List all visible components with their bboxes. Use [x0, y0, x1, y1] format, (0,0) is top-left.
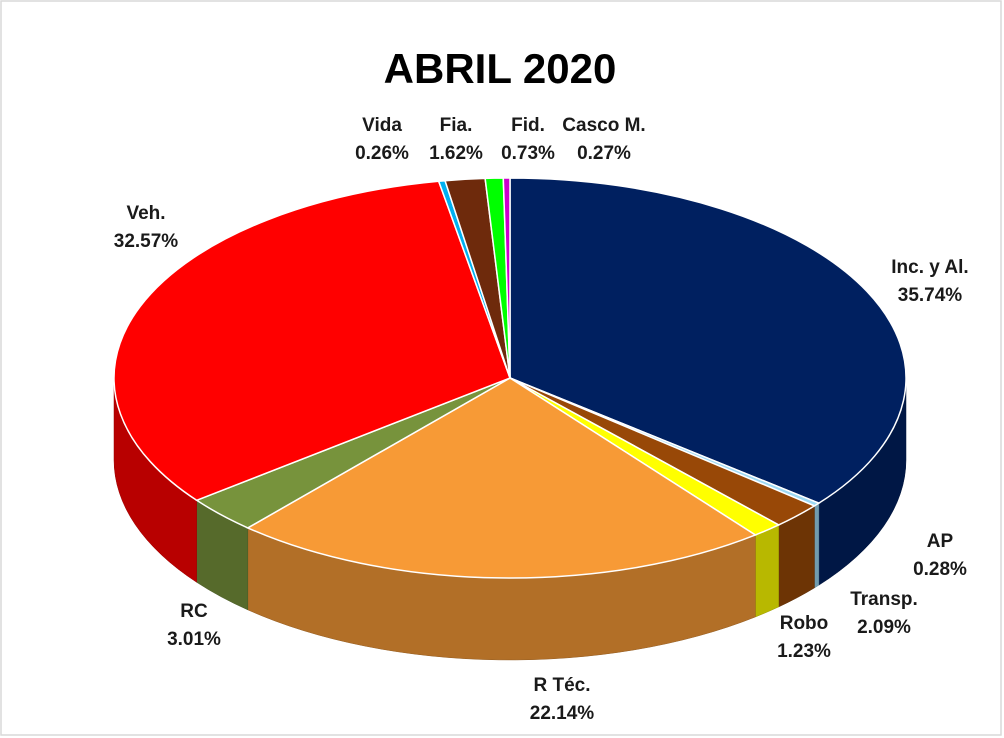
value-label: 32.57% [114, 231, 179, 252]
pie-slice [246, 377, 758, 579]
category-label: Vida [362, 115, 402, 136]
category-label: R Téc. [533, 675, 590, 696]
value-label: 3.01% [167, 629, 221, 650]
labels: Inc. y Al. 35.74% AP 0.28% Transp. 2.09% Robo 1… [114, 115, 969, 724]
pie-side [755, 524, 779, 618]
category-label: Robo [780, 613, 829, 634]
category-label: Veh. [126, 203, 165, 224]
pie-sides [113, 377, 907, 661]
pie-slice [113, 180, 511, 502]
category-label: Casco M. [562, 115, 645, 136]
value-label: 1.23% [777, 641, 831, 662]
value-label: 0.28% [913, 559, 967, 580]
category-label: Fia. [440, 115, 473, 136]
category-label: RC [180, 601, 208, 622]
pie-tops [113, 177, 907, 579]
value-label: 0.26% [355, 143, 409, 164]
category-label: Inc. y Al. [891, 257, 968, 278]
pie-side [814, 502, 820, 589]
value-label: 0.27% [577, 143, 631, 164]
chart-title: ABRIL 2020 [384, 45, 617, 92]
pie-slice [509, 177, 907, 505]
value-label: 22.14% [530, 703, 595, 724]
category-label: Transp. [850, 589, 918, 610]
value-label: 0.73% [501, 143, 555, 164]
pie-slice [502, 177, 511, 379]
category-label: AP [927, 531, 954, 552]
category-label: Fid. [511, 115, 545, 136]
value-label: 35.74% [898, 285, 963, 306]
value-label: 1.62% [429, 143, 483, 164]
value-label: 2.09% [857, 617, 911, 638]
